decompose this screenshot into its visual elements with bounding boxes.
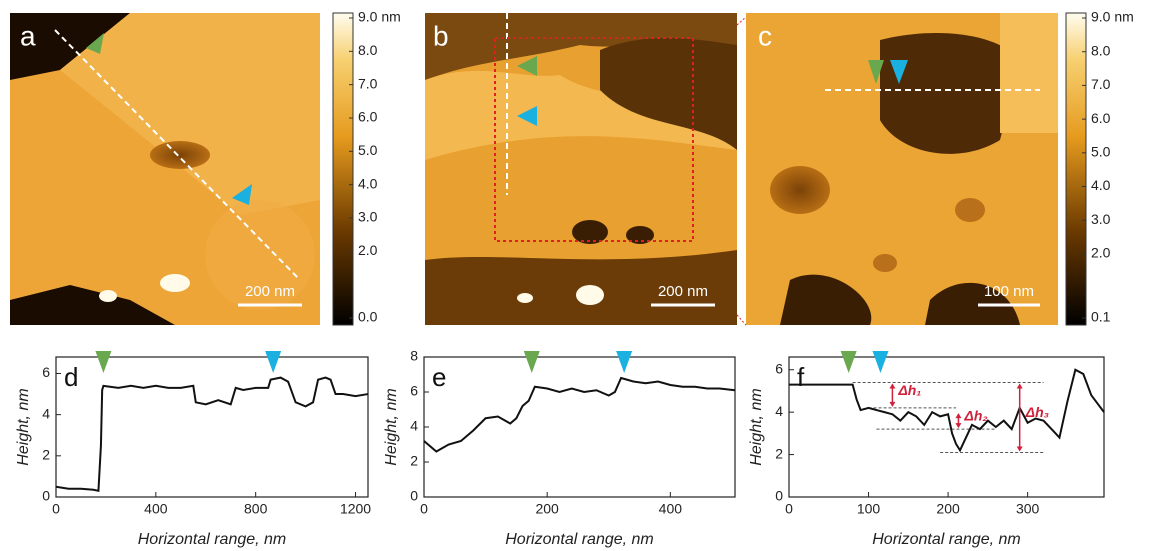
colorbar-tick-label: 4.0 — [358, 175, 378, 191]
position-marker — [872, 351, 889, 373]
x-tick-label: 400 — [144, 501, 168, 517]
plot-frame — [788, 356, 1105, 498]
y-tick-label: 0 — [775, 488, 783, 504]
afm-image-b — [425, 13, 747, 326]
y-tick-label: 0 — [410, 488, 418, 504]
y-tick-label: 2 — [410, 453, 418, 469]
y-tick-label: 6 — [775, 360, 783, 376]
y-axis-label: Height, nm — [383, 388, 400, 465]
colorbar-tick-label: 6.0 — [1091, 110, 1111, 126]
annotation: Δh₃ — [1025, 404, 1049, 420]
colorbar-tick-label: 7.0 — [1091, 76, 1111, 92]
colorbar-tick-label: 9.0 nm — [358, 9, 401, 25]
y-tick-label: 2 — [42, 447, 50, 463]
colorbar-tick-label: 3.0 — [1091, 211, 1111, 227]
arrow-head — [955, 423, 962, 429]
plot-frame — [423, 356, 736, 498]
position-marker — [523, 351, 540, 373]
colorbar-tick-label: 3.0 — [358, 209, 378, 225]
colorbar-tick-label: 7.0 — [358, 75, 378, 91]
colorbar-tick-label: 0.1 — [1091, 309, 1111, 325]
colorbar-tick-label: 5.0 — [358, 142, 378, 158]
y-tick-label: 2 — [775, 445, 783, 461]
arrow-head — [955, 413, 962, 419]
colorbar-tick-label: 5.0 — [1091, 144, 1111, 160]
x-tick-label: 400 — [659, 501, 683, 517]
y-tick-label: 4 — [410, 418, 418, 434]
y-tick-label: 8 — [410, 348, 418, 364]
x-tick-label: 200 — [936, 501, 960, 517]
arrow-head — [889, 383, 896, 389]
colorbar-tick-label: 6.0 — [358, 109, 378, 125]
image-label: a — [20, 20, 36, 51]
position-marker — [840, 351, 857, 373]
afm-image-a — [10, 13, 320, 325]
x-tick-label: 100 — [857, 501, 881, 517]
annotation: Δh₁ — [897, 382, 921, 398]
y-axis-label: Height, nm — [15, 388, 32, 465]
colorbar-1 — [332, 12, 354, 326]
arrow-head — [889, 401, 896, 407]
annotation: Δh₂ — [963, 407, 987, 423]
image-label: c — [758, 20, 772, 51]
scale-bar-label: 200 nm — [245, 283, 295, 300]
y-tick-label: 0 — [42, 488, 50, 504]
x-tick-label: 200 — [535, 501, 559, 517]
x-tick-label: 1200 — [340, 501, 371, 517]
colorbar-tick-label: 8.0 — [358, 42, 378, 58]
x-tick-label: 300 — [1016, 501, 1040, 517]
y-tick-label: 4 — [775, 403, 783, 419]
y-tick-label: 6 — [42, 364, 50, 380]
colorbar-tick-label: 0.0 — [358, 309, 378, 325]
panel-label: e — [432, 362, 446, 392]
position-marker — [265, 351, 282, 373]
x-axis-label: Horizontal range, nm — [138, 531, 287, 548]
arrow-head — [1016, 446, 1023, 452]
y-axis-label: Height, nm — [748, 388, 765, 465]
colorbar-tick-label: 4.0 — [1091, 177, 1111, 193]
arrow-head — [1016, 383, 1023, 389]
colorbar-tick-label: 2.0 — [358, 242, 378, 258]
position-marker — [95, 351, 112, 373]
line — [55, 376, 369, 493]
image-label: b — [433, 20, 449, 51]
x-axis-label: Horizontal range, nm — [505, 531, 654, 548]
scale-bar-label: 200 nm — [658, 283, 708, 300]
colorbar-tick-label: 9.0 nm — [1091, 9, 1134, 25]
x-tick-label: 0 — [420, 501, 428, 517]
x-axis-label: Horizontal range, nm — [872, 531, 1021, 548]
plot-frame — [55, 356, 369, 498]
colorbar-tick-label: 2.0 — [1091, 245, 1111, 261]
colorbar-2 — [1065, 12, 1087, 326]
x-tick-label: 800 — [244, 501, 268, 517]
panel-label: f — [797, 362, 805, 392]
position-marker — [616, 351, 633, 373]
line — [789, 368, 1105, 453]
colorbar-tick-label: 8.0 — [1091, 42, 1111, 58]
x-tick-label: 0 — [785, 501, 793, 517]
scale-bar-label: 100 nm — [984, 283, 1034, 300]
y-tick-label: 4 — [42, 405, 50, 421]
afm-image-c — [746, 13, 1058, 325]
y-tick-label: 6 — [410, 383, 418, 399]
x-tick-label: 0 — [52, 501, 60, 517]
panel-label: d — [64, 362, 78, 392]
line — [423, 376, 736, 453]
